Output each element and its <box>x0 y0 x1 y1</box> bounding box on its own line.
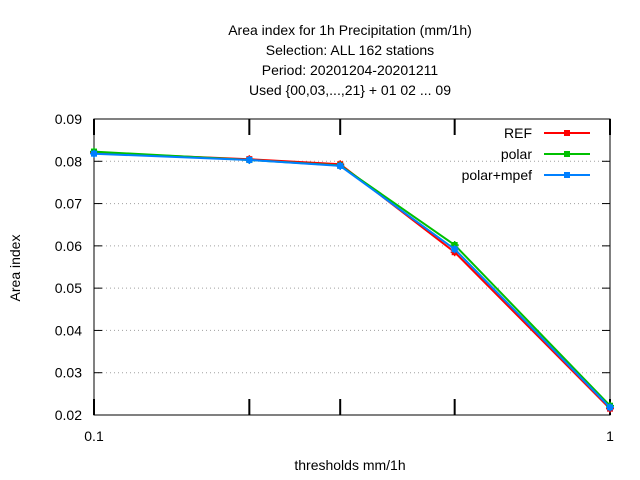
data-point <box>606 403 614 412</box>
x-tick-label: 1 <box>606 428 614 444</box>
y-tick-label: 0.07 <box>55 196 82 212</box>
title-line: Used {00,03,...,21} + 01 02 ... 09 <box>249 82 451 98</box>
data-point <box>245 156 254 165</box>
data-point <box>90 149 98 158</box>
series-line-REF <box>93 151 611 410</box>
legend-label: polar <box>501 146 532 162</box>
grid <box>94 160 610 374</box>
legend-label: polar+mpef <box>462 167 533 183</box>
legend: REF polar polar+mpef <box>462 125 590 183</box>
y-tick-label: 0.05 <box>55 280 82 296</box>
legend-marker <box>564 151 570 157</box>
series-line-polar+mpef <box>93 152 611 409</box>
plot-frame <box>93 118 611 416</box>
x-axis: 0.1 1 <box>84 119 614 444</box>
title-line: Area index for 1h Precipitation (mm/1h) <box>228 22 472 38</box>
chart-title: Area index for 1h Precipitation (mm/1h) S… <box>228 22 472 98</box>
x-tick-label: 0.1 <box>84 428 104 444</box>
legend-marker <box>564 172 570 178</box>
y-tick-label: 0.02 <box>55 407 82 423</box>
series <box>90 147 614 413</box>
y-tick-label: 0.09 <box>55 111 82 127</box>
y-tick-label: 0.06 <box>55 238 82 254</box>
y-tick-label: 0.04 <box>55 322 82 338</box>
title-line: Selection: ALL 162 stations <box>266 42 434 58</box>
title-line: Period: 20201204-20201211 <box>262 62 439 78</box>
x-axis-label: thresholds mm/1h <box>294 457 405 473</box>
y-tick-label: 0.08 <box>55 153 82 169</box>
legend-marker <box>564 130 570 136</box>
legend-label: REF <box>504 125 532 141</box>
y-tick-label: 0.03 <box>55 365 82 381</box>
y-axis: 0.02 0.03 0.04 0.05 0.06 0.07 0.08 0.09 <box>55 111 610 423</box>
data-point <box>336 161 345 170</box>
data-point <box>450 245 459 254</box>
series-line-polar <box>93 150 611 407</box>
y-axis-label: Area index <box>7 235 23 302</box>
